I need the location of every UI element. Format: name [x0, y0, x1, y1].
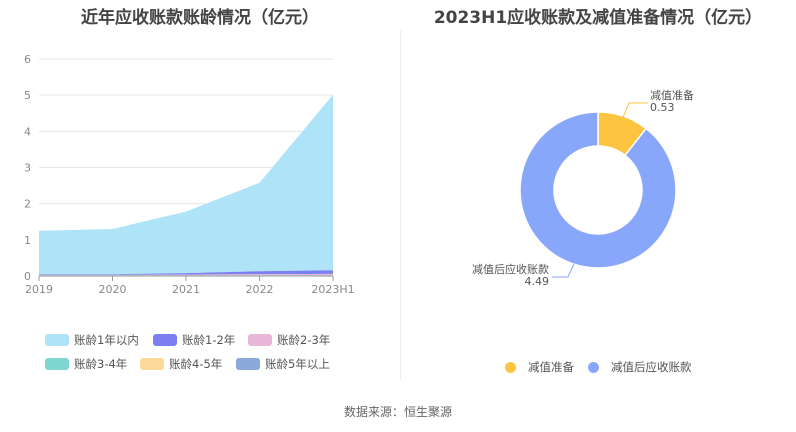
x-tick-label: 2020 [99, 283, 127, 296]
legend-swatch [45, 358, 69, 370]
slice-value-label: 4.49 [525, 275, 550, 288]
legend-swatch [153, 334, 177, 346]
legend-item[interactable]: 账龄4-5年 [140, 356, 222, 372]
slice-name-label: 减值准备 [650, 88, 694, 102]
legend-swatch [248, 334, 272, 346]
leader-line [552, 263, 575, 278]
y-tick-label: 6 [24, 53, 31, 66]
legend-swatch [236, 358, 260, 370]
right-chart-title: 2023H1应收账款及减值准备情况（亿元） [433, 8, 763, 28]
left-chart-title: 近年应收账款账龄情况（亿元） [81, 8, 319, 28]
y-tick-label: 5 [24, 89, 31, 102]
area-chart: 0 1 2 3 4 5 6 2019 2020 2021 2022 2023H1 [24, 53, 355, 296]
area-series-2 [39, 270, 333, 275]
legend-item[interactable]: 账龄5年以上 [236, 356, 330, 372]
legend-item[interactable]: 减值准备 [505, 359, 574, 375]
y-tick-label: 3 [24, 162, 31, 175]
y-tick-label: 0 [24, 270, 31, 283]
legend-item[interactable]: 账龄1-2年 [153, 332, 235, 348]
area-series-1 [39, 94, 333, 275]
leader-line [620, 102, 648, 123]
legend-item[interactable]: 账龄1年以内 [45, 332, 139, 348]
legend-label: 账龄3-4年 [74, 357, 128, 371]
legend-label: 减值后应收账款 [611, 360, 692, 374]
legend-item[interactable]: 账龄3-4年 [45, 356, 127, 372]
legend-item[interactable]: 账龄2-3年 [248, 332, 330, 348]
legend-label: 账龄1年以内 [74, 333, 139, 347]
divider [400, 30, 401, 380]
x-tick-label: 2023H1 [311, 283, 354, 296]
y-tick-label: 2 [24, 198, 31, 211]
x-tick-label: 2022 [246, 283, 274, 296]
legend-label: 账龄5年以上 [265, 357, 330, 371]
legend-label: 账龄2-3年 [277, 333, 331, 347]
legend-swatch [140, 358, 164, 370]
slice-value-label: 0.53 [650, 101, 675, 114]
source-note: 数据来源：恒生聚源 [343, 405, 452, 419]
legend-item[interactable]: 减值后应收账款 [588, 359, 692, 375]
legend-swatch [45, 334, 69, 346]
legend-dot [588, 361, 599, 373]
legend-label: 账龄1-2年 [182, 333, 236, 347]
slice-name-label: 减值后应收账款 [472, 262, 549, 276]
x-tick-label: 2021 [172, 283, 200, 296]
y-tick-label: 1 [24, 234, 31, 247]
donut-slice-2[interactable] [519, 111, 677, 269]
area-series-3 [39, 273, 333, 276]
x-tick-label: 2019 [25, 283, 53, 296]
y-tick-label: 4 [24, 125, 31, 138]
legend-label: 账龄4-5年 [169, 357, 223, 371]
legend-dot [505, 361, 516, 373]
legend-label: 减值准备 [528, 360, 574, 374]
